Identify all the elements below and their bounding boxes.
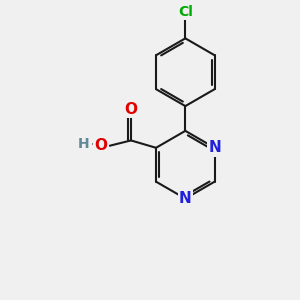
Text: O: O [124,102,137,117]
Text: N: N [208,140,221,155]
Text: Cl: Cl [178,5,193,19]
Text: O: O [94,138,107,153]
Text: N: N [179,191,192,206]
Text: H: H [78,137,90,151]
